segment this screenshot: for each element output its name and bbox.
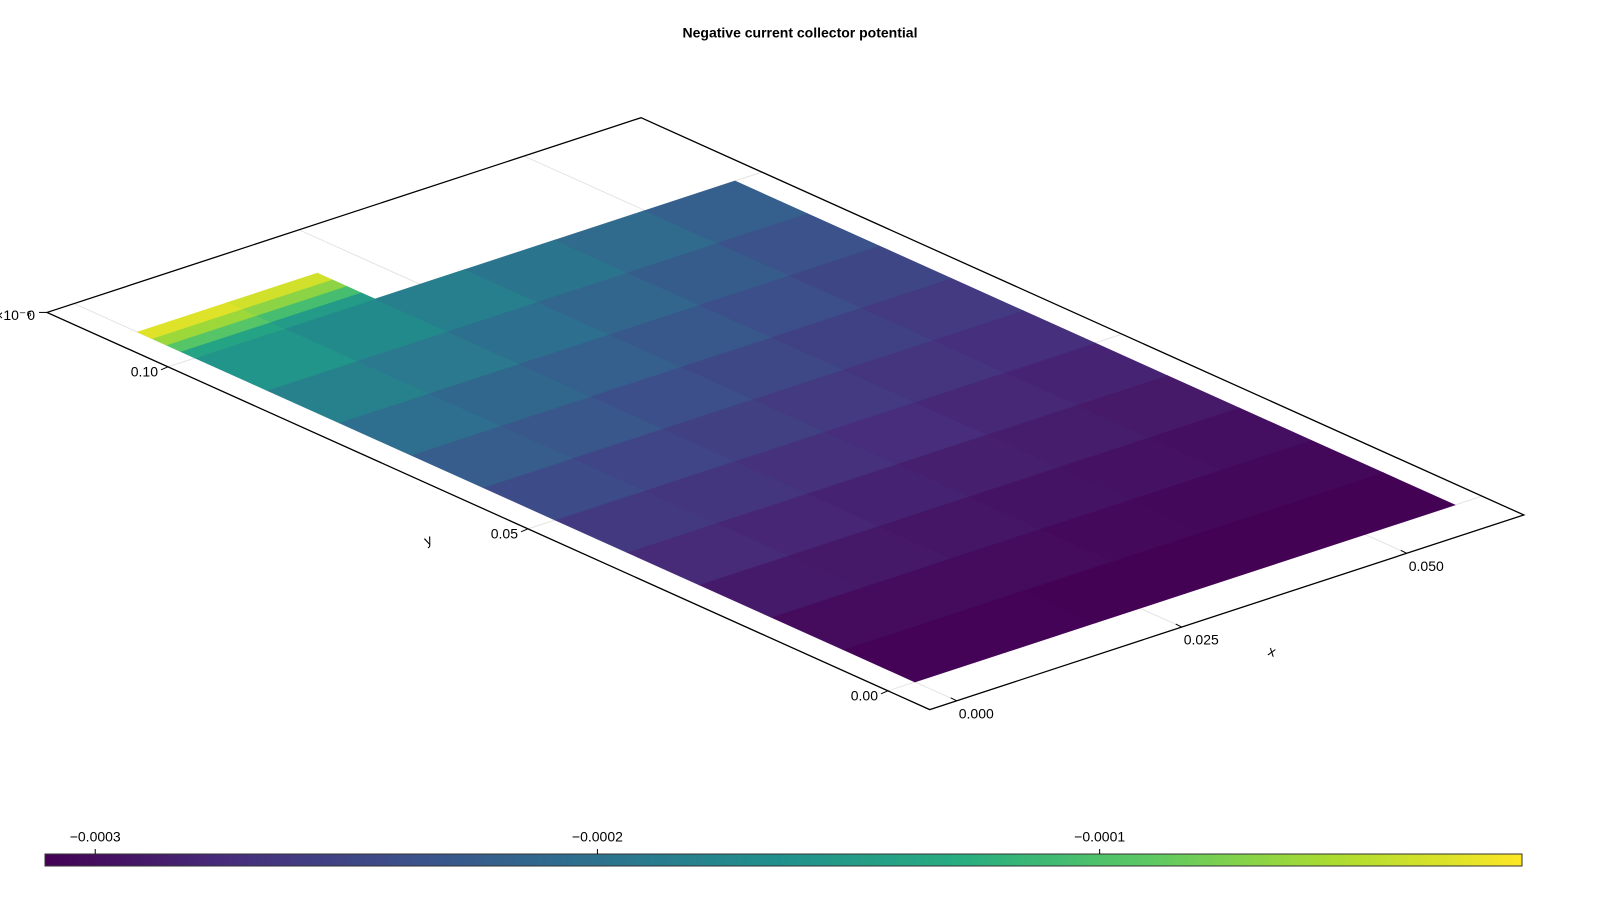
surface-cell (644, 180, 808, 244)
colorbar-tick-label: −0.0001 (1074, 829, 1125, 845)
y-tick-label: 0.00 (851, 688, 878, 704)
x-axis-label: x (1266, 642, 1278, 659)
x-tick (950, 697, 957, 702)
y-axis-label: y (422, 531, 434, 548)
chart-title: Negative current collector potential (683, 25, 918, 41)
y-tick (160, 366, 169, 371)
colorbar (44, 853, 1523, 867)
x-tick (1175, 623, 1182, 628)
axis-box (45, 117, 1526, 711)
y-tick (880, 690, 889, 695)
y-tick-label: 0.05 (491, 526, 518, 542)
z-tick-label: 0 (27, 307, 35, 323)
y-tick-label: 0.10 (131, 364, 158, 380)
x-tick (1400, 549, 1407, 554)
z-exponent: ×10⁻⁶ (0, 307, 32, 323)
y-tick (520, 528, 529, 533)
colorbar-tick-label: −0.0002 (572, 829, 623, 845)
colorbar-tick-label: −0.0003 (70, 829, 121, 845)
x-tick-label: 0.000 (959, 705, 994, 721)
x-tick-label: 0.050 (1409, 558, 1444, 574)
surface-cell (226, 272, 333, 310)
x-tick-label: 0.025 (1184, 632, 1219, 648)
